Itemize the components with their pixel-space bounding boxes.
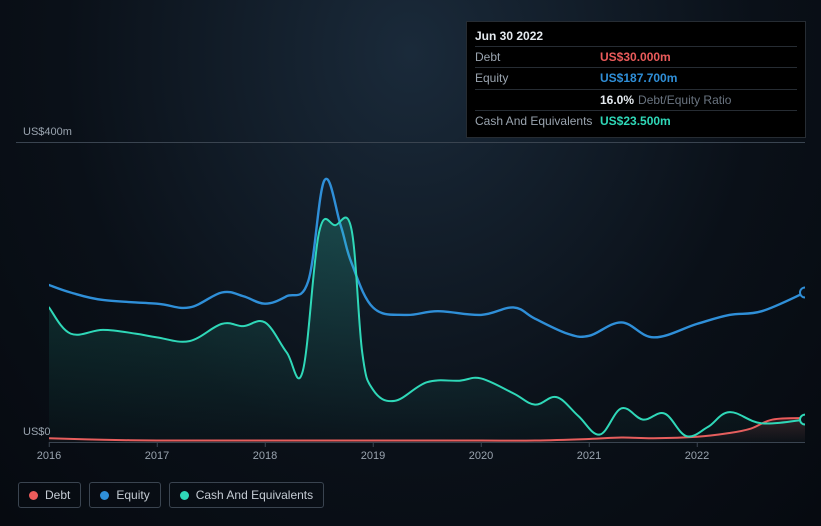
- legend-dot-icon: [29, 491, 38, 500]
- legend-dot-icon: [100, 491, 109, 500]
- y-max-label: US$400m: [23, 126, 72, 138]
- tooltip-row-value: US$30.000m: [600, 49, 671, 65]
- x-tick: 2017: [145, 450, 169, 462]
- tooltip-row: EquityUS$187.700m: [475, 67, 797, 88]
- x-tick: 2020: [469, 450, 493, 462]
- x-tick: 2016: [37, 450, 61, 462]
- legend-item[interactable]: Cash And Equivalents: [169, 482, 324, 508]
- legend-label: Cash And Equivalents: [196, 488, 313, 502]
- chart-region: [16, 142, 805, 442]
- tooltip-row-label: Equity: [475, 70, 600, 86]
- tooltip-row-label: Cash And Equivalents: [475, 113, 600, 129]
- series-end-marker: [800, 288, 805, 298]
- tooltip-date: Jun 30 2022: [475, 28, 797, 46]
- tooltip-row: Cash And EquivalentsUS$23.500m: [475, 110, 797, 131]
- legend-dot-icon: [180, 491, 189, 500]
- legend-item[interactable]: Equity: [89, 482, 160, 508]
- legend-label: Debt: [45, 488, 70, 502]
- tooltip-row: 16.0%Debt/Equity Ratio: [475, 89, 797, 110]
- chart-tooltip: Jun 30 2022 DebtUS$30.000mEquityUS$187.7…: [466, 21, 806, 138]
- tooltip-row-label: Debt: [475, 49, 600, 65]
- tooltip-row: DebtUS$30.000m: [475, 46, 797, 67]
- x-tick: 2018: [253, 450, 277, 462]
- x-tick: 2019: [361, 450, 385, 462]
- legend-item[interactable]: Debt: [18, 482, 81, 508]
- tooltip-row-suffix: Debt/Equity Ratio: [638, 92, 731, 108]
- chart-svg: [49, 143, 805, 442]
- legend-label: Equity: [116, 488, 149, 502]
- series-area: [49, 218, 805, 442]
- tooltip-row-label: [475, 92, 600, 108]
- tooltip-row-value: US$23.500m: [600, 113, 671, 129]
- series-line: [49, 179, 805, 338]
- tooltip-row-value: 16.0%: [600, 92, 634, 108]
- chart-plot[interactable]: [49, 143, 805, 443]
- x-tick: 2022: [685, 450, 709, 462]
- series-end-marker: [800, 415, 805, 425]
- x-axis: 2016201720182019202020212022: [49, 450, 805, 466]
- x-tick: 2021: [577, 450, 601, 462]
- tooltip-row-value: US$187.700m: [600, 70, 677, 86]
- legend: Debt Equity Cash And Equivalents: [18, 482, 324, 508]
